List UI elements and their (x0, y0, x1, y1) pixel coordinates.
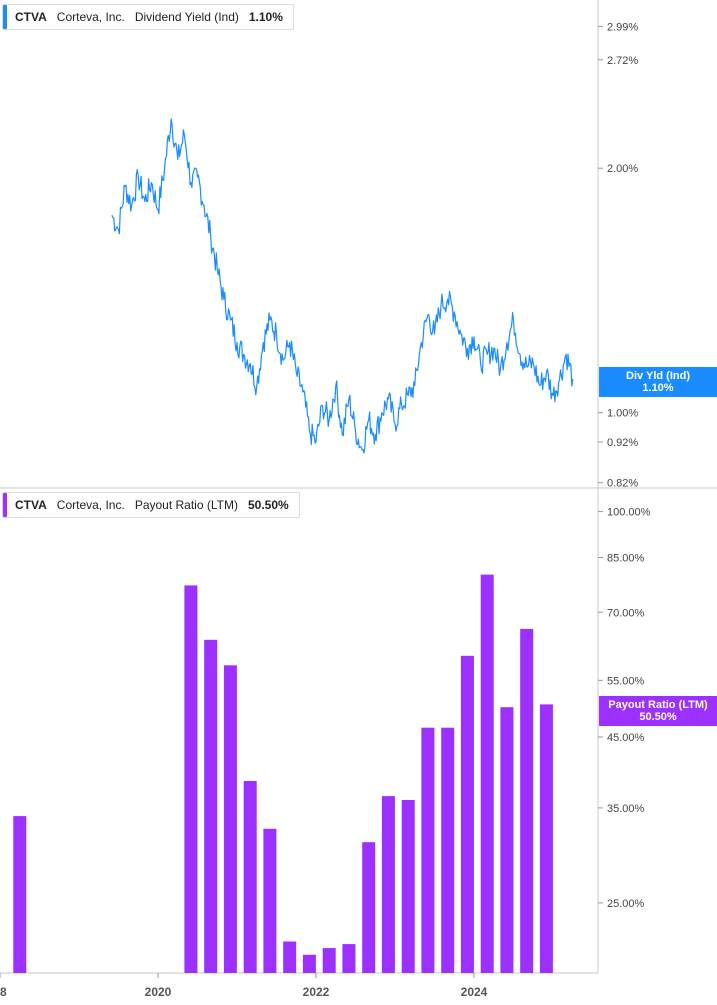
current-tag-value: 1.10% (642, 382, 674, 394)
y-tick-label: 35.00% (607, 803, 645, 815)
legend-company: Corteva, Inc. (56, 10, 125, 24)
current-tag-value: 50.50% (639, 711, 677, 723)
payout-ratio-bar (381, 796, 395, 973)
y-tick-label: 45.00% (607, 732, 645, 744)
payout-ratio-bar (500, 707, 514, 973)
payout-ratio-bar (342, 944, 356, 973)
x-tick-label: 2020 (145, 985, 172, 999)
y-tick-label: 2.72% (607, 55, 638, 67)
legend-metric: Payout Ratio (LTM) (134, 498, 238, 512)
current-tag-label: Div Yld (Ind) (626, 370, 690, 382)
payout-ratio-legend: CTVA Corteva, Inc. Payout Ratio (LTM) 50… (2, 492, 300, 518)
y-tick-label: 0.92% (607, 437, 638, 449)
payout-ratio-bar (539, 704, 553, 973)
chart-frame (0, 0, 717, 974)
dividend-yield-series-line (111, 118, 574, 454)
legend-ticker: CTVA (15, 498, 47, 512)
payout-ratio-bar (223, 665, 237, 973)
y-tick-label: 2.99% (607, 21, 638, 33)
payout-ratio-bar (322, 948, 336, 973)
payout-ratio-bar (362, 842, 376, 973)
dividend-yield-swatch (3, 5, 7, 29)
payout-ratio-bar (263, 828, 277, 973)
y-tick-label: 70.00% (607, 607, 645, 619)
payout-ratio-bar (401, 800, 415, 973)
axes: 2.99% 2.72% 2.00% 1.00% 0.92% 0.82% 100.00% 85.… (0, 21, 651, 999)
payout-ratio-bar (204, 639, 218, 973)
payout-ratio-bar (480, 574, 494, 973)
payout-ratio-bar (283, 941, 297, 973)
payout-ratio-bar (13, 816, 27, 973)
dividend-yield-legend: CTVA Corteva, Inc. Dividend Yield (Ind) … (2, 4, 294, 30)
y-tick-label: 55.00% (607, 675, 645, 687)
x-tick-label: 2024 (461, 985, 488, 999)
payout-ratio-bar-chart (13, 574, 553, 973)
y-tick-label: 85.00% (607, 552, 645, 564)
payout-ratio-swatch (3, 493, 7, 517)
legend-value: 50.50% (247, 498, 289, 512)
payout-ratio-current-tag: Payout Ratio (LTM) 50.50% (599, 696, 717, 726)
dividend-yield-line-chart (111, 118, 574, 454)
dividend-yield-current-tag: Div Yld (Ind) 1.10% (599, 367, 717, 397)
legend-ticker: CTVA (15, 10, 47, 24)
current-tag-label: Payout Ratio (LTM) (608, 699, 708, 711)
payout-ratio-bar (243, 781, 257, 973)
legend-value: 1.10% (248, 10, 283, 24)
y-tick-label: 0.82% (607, 478, 638, 490)
y-tick-label: 2.00% (607, 163, 638, 175)
payout-ratio-bar (421, 727, 435, 973)
x-tick-label: 2022 (303, 985, 330, 999)
payout-ratio-bar (441, 727, 455, 973)
y-tick-label: 25.00% (607, 898, 645, 910)
payout-ratio-bar (520, 628, 534, 973)
x-tick-label: 18 (0, 985, 7, 999)
payout-ratio-bar (184, 585, 198, 973)
payout-ratio-bar (302, 954, 316, 973)
legend-metric: Dividend Yield (Ind) (134, 10, 239, 24)
y-tick-label: 1.00% (607, 408, 638, 420)
legend-company: Corteva, Inc. (56, 498, 125, 512)
y-tick-label: 100.00% (607, 507, 651, 519)
payout-ratio-bar (460, 655, 474, 973)
